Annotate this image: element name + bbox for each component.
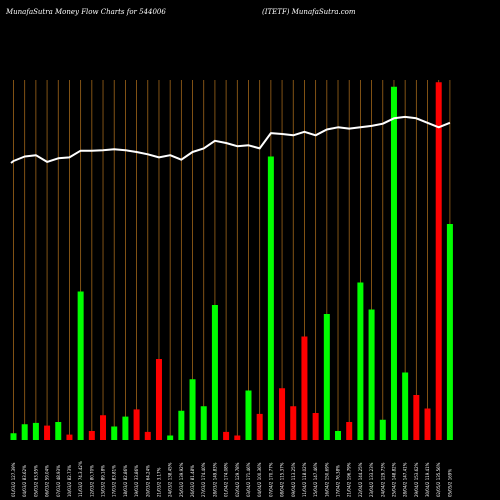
money-flow-bar: [357, 282, 364, 440]
money-flow-bar: [32, 422, 39, 440]
price-line: [10, 115, 451, 164]
x-tick-label: 05/03/2 63.95%: [33, 465, 38, 497]
money-flow-bar: [133, 409, 140, 440]
x-tick-label: 02/05/2 135.56%: [436, 462, 441, 497]
x-tick-label: 24/03/2 138.45%: [168, 462, 173, 497]
money-flow-bar: [301, 336, 308, 440]
money-flow-bar: [200, 406, 207, 440]
money-flow-bar: [346, 422, 353, 440]
x-tick-label: 11/04/2 118.02%: [302, 462, 307, 497]
money-flow-bar: [323, 314, 330, 440]
x-tick-label: 27/03/2 174.40%: [201, 462, 206, 497]
x-tick-label: 21/04/2 196.79%: [347, 462, 352, 497]
money-flow-bar: [234, 435, 241, 440]
money-flow-bar: [88, 431, 95, 440]
money-flow-bar: [245, 390, 252, 440]
x-tick-label: 19/03/2 33.86%: [134, 465, 139, 497]
x-tick-label: 15/04/2 147.46%: [313, 462, 318, 497]
x-tick-label: 07/04/2 170.77%: [268, 462, 273, 497]
price-line-group: [10, 115, 451, 164]
money-flow-bar: [335, 431, 342, 440]
money-flow-bar: [122, 416, 129, 440]
money-flow-bar: [267, 156, 274, 440]
x-tick-label: 10/03/2 82.73%: [67, 465, 72, 497]
chart-subtitle: (ITETF) MunafaSutra.com: [262, 8, 356, 16]
x-tick-label: 29/04/2 153.62%: [414, 462, 419, 497]
money-flow-bar: [290, 406, 297, 440]
x-tick-label: 20/03/2 64.24%: [145, 465, 150, 497]
x-tick-label: 23/04/2 133.23%: [369, 462, 374, 497]
money-flow-bar: [402, 372, 409, 440]
x-tick-label: 17/04/2 76.38%: [336, 465, 341, 497]
money-flow-bar: [435, 82, 442, 440]
x-tick-label: 01/03/2 127.39%: [11, 462, 16, 497]
x-tick-label: 21/03/2 3.17%: [156, 467, 161, 497]
money-flow-bar: [167, 435, 174, 440]
x-tick-label: 24/04/2 129.73%: [380, 462, 385, 497]
x-tick-label: 26/03/2 81.48%: [190, 465, 195, 497]
money-flow-bar: [379, 419, 386, 440]
x-tick-label: 13/03/2 89.18%: [101, 465, 106, 497]
x-tick-label: 04/04/2 100.36%: [257, 462, 262, 497]
x-tick-label: 16/04/2 150.69%: [324, 462, 329, 497]
x-tick-label: 25/04/2 148.82%: [391, 462, 396, 497]
money-flow-bar: [390, 86, 397, 440]
x-tick-label: 12/03/2 80.70%: [89, 465, 94, 497]
x-tick-label: 08/04/2 115.37%: [280, 462, 285, 497]
x-tick-label: 05/05/2 169%: [447, 469, 452, 497]
money-flow-bar: [368, 309, 375, 440]
money-flow-bar: [223, 431, 230, 440]
x-tick-label: 01/04/2 174.08%: [224, 462, 229, 497]
x-tick-label: 06/03/2 59.04%: [45, 465, 50, 497]
money-flow-bar: [10, 433, 17, 440]
chart-title: MunafaSutra Money Flow Charts for 544006: [6, 8, 166, 16]
money-flow-bar: [256, 413, 263, 440]
money-flow-bar: [424, 408, 431, 440]
money-flow-bar: [413, 395, 420, 440]
x-tick-label: 02/04/2 129.78%: [235, 462, 240, 497]
money-flow-bar: [211, 305, 218, 440]
money-flow-bar: [189, 379, 196, 440]
money-flow-bar: [100, 415, 107, 440]
x-tick-label: 17/03/2 83.81%: [112, 465, 117, 497]
x-tick-label: 09/04/2 113.25%: [291, 462, 296, 497]
x-tick-label: 25/03/2 139.92%: [179, 462, 184, 497]
x-tick-label: 03/04/2 171.46%: [246, 462, 251, 497]
money-flow-bar: [77, 291, 84, 440]
money-flow-bar: [178, 410, 185, 440]
x-tick-label: 28/04/2 147.41%: [403, 462, 408, 497]
x-tick-labels: 01/03/2 127.39% 04/03/2 83.62% 05/03/2 63.…: [11, 461, 452, 497]
money-flow-bar: [66, 434, 73, 440]
money-flow-bar: [21, 424, 28, 440]
money-flow-bar: [279, 388, 286, 440]
money-flow-bar: [155, 359, 162, 440]
money-flow-bar: [312, 413, 319, 440]
money-flow-bar: [55, 422, 62, 440]
x-tick-label: 04/03/2 83.62%: [22, 465, 27, 497]
x-tick-label: 18/03/2 82.86%: [123, 465, 128, 497]
x-tick-label: 11/03/2 74.3.42%: [78, 461, 83, 497]
x-tick-label: 07/03/2 48.93%: [56, 465, 61, 497]
money-flow-bars: [10, 82, 453, 440]
x-tick-label: 22/04/2 144.25%: [358, 462, 363, 497]
money-flow-bar: [44, 425, 51, 440]
x-tick-label: 28/03/2 149.83%: [212, 462, 217, 497]
x-tick-label: 30/04/2 119.41%: [425, 462, 430, 497]
money-flow-bar: [144, 431, 151, 440]
money-flow-bar: [111, 426, 118, 440]
money-flow-bar: [446, 224, 453, 440]
